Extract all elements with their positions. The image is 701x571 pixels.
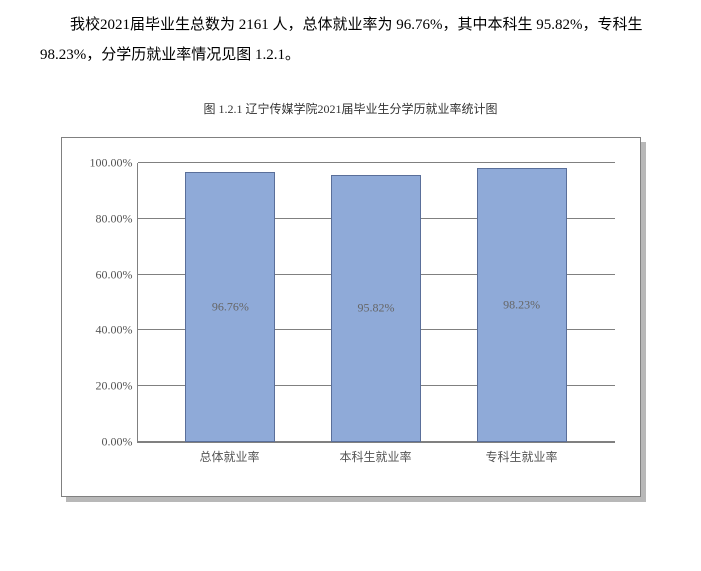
bar-value-label: 98.23% (503, 297, 540, 312)
chart-wrapper: 100.00% 80.00% 60.00% 40.00% 20.00% 0.00… (61, 137, 641, 497)
ytick-label: 60.00% (78, 267, 133, 282)
bars-group: 96.76% 95.82% 98.23% (138, 163, 615, 442)
plot-area: 100.00% 80.00% 60.00% 40.00% 20.00% 0.00… (137, 163, 615, 443)
bar-total: 96.76% (185, 172, 275, 442)
ytick-label: 100.00% (78, 156, 133, 171)
ytick-label: 20.00% (78, 379, 133, 394)
ytick-label: 40.00% (78, 323, 133, 338)
chart-container: 100.00% 80.00% 60.00% 40.00% 20.00% 0.00… (61, 137, 641, 497)
xlabel: 总体就业率 (185, 448, 275, 465)
bar-value-label: 96.76% (212, 300, 249, 315)
bar-bachelor: 95.82% (331, 175, 421, 442)
body-paragraph: 我校2021届毕业生总数为 2161 人，总体就业率为 96.76%，其中本科生… (40, 10, 661, 70)
ytick-label: 0.00% (78, 435, 133, 450)
bar-value-label: 95.82% (357, 301, 394, 316)
bar-associate: 98.23% (477, 168, 567, 442)
chart-title: 图 1.2.1 辽宁传媒学院2021届毕业生分学历就业率统计图 (40, 100, 661, 117)
xlabel: 专科生就业率 (477, 448, 567, 465)
xlabel: 本科生就业率 (331, 448, 421, 465)
ytick-label: 80.00% (78, 211, 133, 226)
xlabels-group: 总体就业率 本科生就业率 专科生就业率 (137, 448, 615, 465)
